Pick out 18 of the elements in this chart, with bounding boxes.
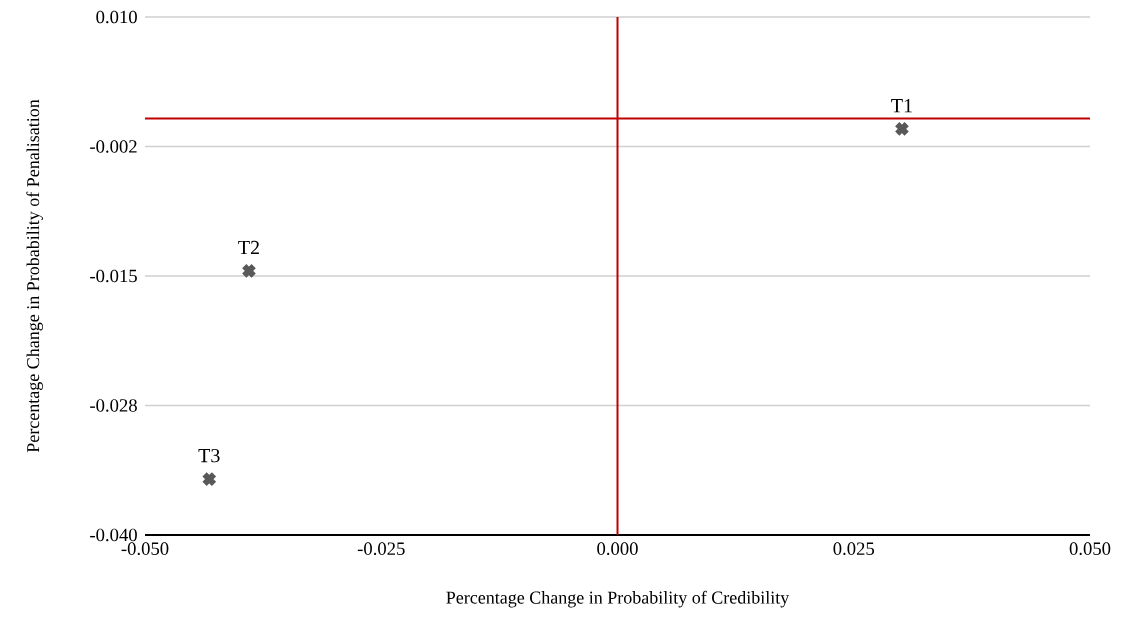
x-tick-label: -0.025: [357, 542, 405, 556]
y-tick-label: -0.002: [90, 140, 137, 153]
annotation: T3: [198, 448, 220, 463]
x-tick-label: 0.025: [833, 542, 875, 556]
y-axis-title: Percentage Change in Probability of Penalisation: [26, 99, 43, 453]
point: [201, 471, 217, 487]
y-tick-label: -0.028: [90, 399, 137, 412]
annotation: T2: [238, 240, 259, 255]
x-tick-label: -0.050: [121, 542, 169, 556]
point: [894, 121, 910, 137]
x-axis-title: Percentage Change in Probability of Credibility: [446, 590, 790, 608]
y-tick-label: 0.010: [96, 10, 137, 24]
point: [241, 263, 257, 279]
y-tick-label: -0.040: [90, 528, 137, 542]
annotation: T1: [891, 98, 912, 113]
x-tick-label: 0.000: [597, 542, 638, 556]
x-tick-label: 0.050: [1069, 542, 1111, 556]
y-tick-label: -0.015: [90, 269, 137, 283]
